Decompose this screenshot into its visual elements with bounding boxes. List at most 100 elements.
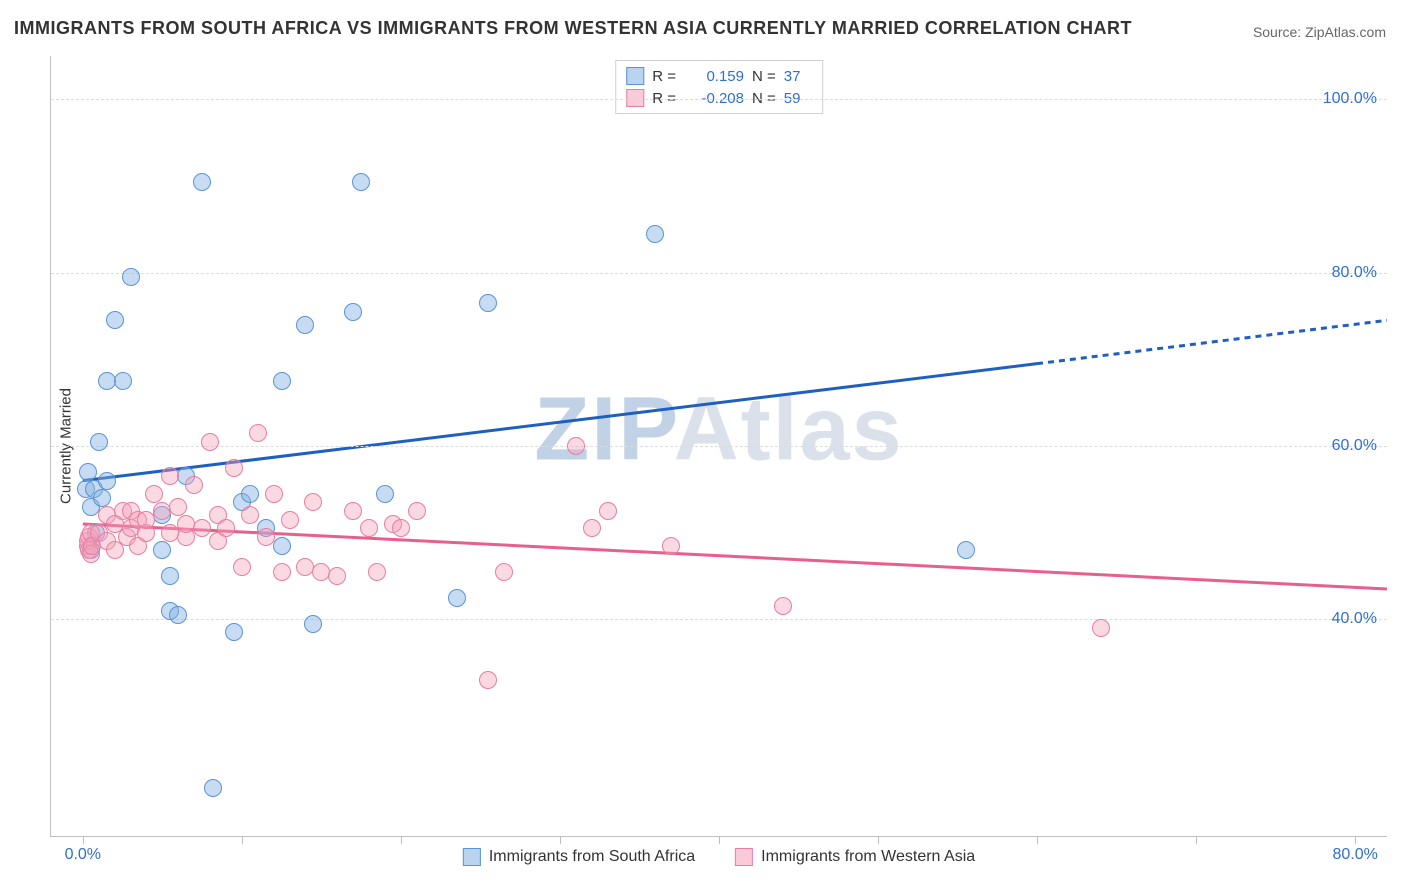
y-tick-label: 100.0% xyxy=(1323,90,1377,108)
x-tick xyxy=(401,836,402,844)
data-point xyxy=(169,606,187,624)
data-point xyxy=(479,294,497,312)
x-tick xyxy=(1355,836,1356,844)
data-point xyxy=(567,437,585,455)
data-point xyxy=(495,563,513,581)
data-point xyxy=(193,173,211,191)
y-tick-label: 80.0% xyxy=(1332,264,1377,282)
n-value: 37 xyxy=(784,68,812,85)
data-point xyxy=(145,485,163,503)
data-point xyxy=(106,311,124,329)
legend-item: Immigrants from Western Asia xyxy=(735,848,975,866)
data-point xyxy=(217,519,235,537)
chart-container: IMMIGRANTS FROM SOUTH AFRICA VS IMMIGRAN… xyxy=(0,0,1406,892)
n-value: 59 xyxy=(784,90,812,107)
data-point xyxy=(169,498,187,516)
data-point xyxy=(344,502,362,520)
x-tick-label: 0.0% xyxy=(65,846,101,864)
gridline xyxy=(51,273,1387,274)
x-tick xyxy=(242,836,243,844)
data-point xyxy=(201,433,219,451)
data-point xyxy=(90,433,108,451)
data-point xyxy=(265,485,283,503)
data-point xyxy=(344,303,362,321)
legend-item-label: Immigrants from South Africa xyxy=(489,848,695,866)
data-point xyxy=(352,173,370,191)
r-value: -0.208 xyxy=(684,90,744,107)
x-tick xyxy=(83,836,84,844)
data-point xyxy=(241,506,259,524)
data-point xyxy=(774,597,792,615)
legend-item-label: Immigrants from Western Asia xyxy=(761,848,975,866)
data-point xyxy=(161,467,179,485)
y-tick-label: 60.0% xyxy=(1332,437,1377,455)
data-point xyxy=(281,511,299,529)
data-point xyxy=(304,493,322,511)
data-point xyxy=(233,558,251,576)
legend-correlation-box: R = 0.159 N = 37 R = -0.208 N = 59 xyxy=(615,60,823,114)
data-point xyxy=(161,567,179,585)
legend-row: R = -0.208 N = 59 xyxy=(626,87,812,109)
legend-series: Immigrants from South Africa Immigrants … xyxy=(463,848,975,866)
data-point xyxy=(257,528,275,546)
swatch-blue-icon xyxy=(463,848,481,866)
r-value: 0.159 xyxy=(684,68,744,85)
data-point xyxy=(662,537,680,555)
data-point xyxy=(448,589,466,607)
r-label: R = xyxy=(652,68,676,85)
data-point xyxy=(304,615,322,633)
x-tick xyxy=(560,836,561,844)
x-tick xyxy=(878,836,879,844)
data-point xyxy=(328,567,346,585)
data-point xyxy=(368,563,386,581)
x-tick xyxy=(719,836,720,844)
data-point xyxy=(957,541,975,559)
data-point xyxy=(153,541,171,559)
data-point xyxy=(273,563,291,581)
data-point xyxy=(408,502,426,520)
swatch-pink-icon xyxy=(626,89,644,107)
data-point xyxy=(273,372,291,390)
data-point xyxy=(241,485,259,503)
data-point xyxy=(392,519,410,537)
gridline xyxy=(51,619,1387,620)
watermark: ZIPAtlas xyxy=(534,379,903,482)
n-label: N = xyxy=(752,90,776,107)
swatch-pink-icon xyxy=(735,848,753,866)
data-point xyxy=(296,316,314,334)
y-tick-label: 40.0% xyxy=(1332,610,1377,628)
data-point xyxy=(225,623,243,641)
legend-item: Immigrants from South Africa xyxy=(463,848,695,866)
data-point xyxy=(249,424,267,442)
data-point xyxy=(479,671,497,689)
data-point xyxy=(98,472,116,490)
x-tick xyxy=(1196,836,1197,844)
data-point xyxy=(193,519,211,537)
trend-line-extrapolated xyxy=(1037,320,1387,363)
data-point xyxy=(79,463,97,481)
data-point xyxy=(646,225,664,243)
data-point xyxy=(204,779,222,797)
data-point xyxy=(93,489,111,507)
n-label: N = xyxy=(752,68,776,85)
gridline xyxy=(51,99,1387,100)
legend-row: R = 0.159 N = 37 xyxy=(626,65,812,87)
swatch-blue-icon xyxy=(626,67,644,85)
data-point xyxy=(599,502,617,520)
data-point xyxy=(185,476,203,494)
data-point xyxy=(225,459,243,477)
gridline xyxy=(51,446,1387,447)
data-point xyxy=(122,268,140,286)
x-tick-label: 80.0% xyxy=(1333,846,1378,864)
r-label: R = xyxy=(652,90,676,107)
source-label: Source: ZipAtlas.com xyxy=(1253,24,1386,40)
data-point xyxy=(1092,619,1110,637)
data-point xyxy=(114,372,132,390)
data-point xyxy=(360,519,378,537)
data-point xyxy=(273,537,291,555)
data-point xyxy=(583,519,601,537)
plot-area: ZIPAtlas R = 0.159 N = 37 R = -0.208 N =… xyxy=(50,56,1387,837)
chart-title: IMMIGRANTS FROM SOUTH AFRICA VS IMMIGRAN… xyxy=(14,18,1132,39)
data-point xyxy=(376,485,394,503)
x-tick xyxy=(1037,836,1038,844)
